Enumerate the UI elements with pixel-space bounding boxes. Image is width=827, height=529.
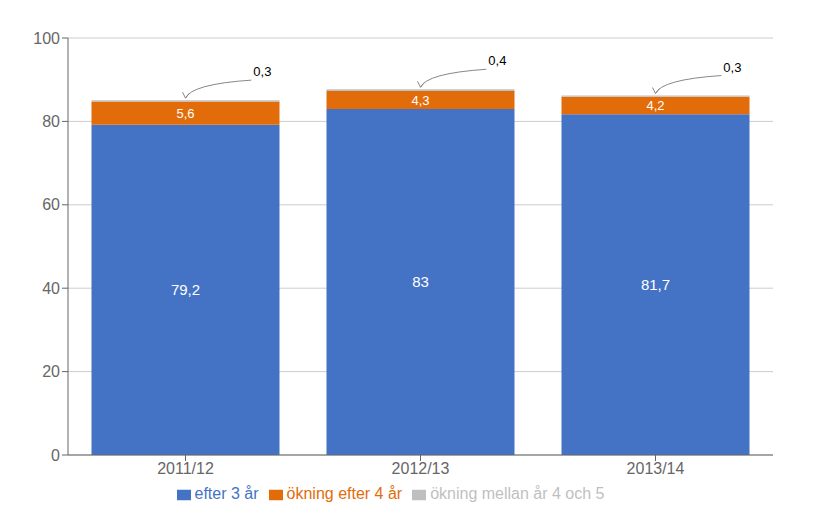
svg-text:0,4: 0,4 bbox=[488, 53, 506, 68]
svg-text:40: 40 bbox=[42, 280, 60, 297]
svg-text:4,2: 4,2 bbox=[646, 98, 664, 113]
html-text:ökning efter 4 år: ökning efter 4 år bbox=[286, 485, 403, 502]
svg-text:83: 83 bbox=[412, 273, 429, 290]
svg-text:2012/13: 2012/13 bbox=[392, 460, 450, 477]
svg-text:2013/14: 2013/14 bbox=[627, 460, 685, 477]
html-text:ökning mellan år 4 och 5: ökning mellan år 4 och 5 bbox=[430, 485, 605, 502]
svg-text:4,3: 4,3 bbox=[411, 93, 429, 108]
svg-text:80: 80 bbox=[42, 113, 60, 130]
svg-text:79,2: 79,2 bbox=[171, 281, 200, 298]
svg-text:0,3: 0,3 bbox=[253, 64, 271, 79]
svg-text:81,7: 81,7 bbox=[641, 276, 670, 293]
svg-text:0,3: 0,3 bbox=[723, 60, 741, 75]
svg-text:20: 20 bbox=[42, 363, 60, 380]
svg-text:100: 100 bbox=[33, 30, 60, 47]
svg-text:2011/12: 2011/12 bbox=[157, 460, 214, 477]
svg-text:5,6: 5,6 bbox=[176, 106, 194, 121]
svg-text:0: 0 bbox=[51, 447, 60, 464]
svg-text:60: 60 bbox=[42, 196, 60, 213]
html-text:efter 3 år: efter 3 år bbox=[194, 485, 259, 502]
